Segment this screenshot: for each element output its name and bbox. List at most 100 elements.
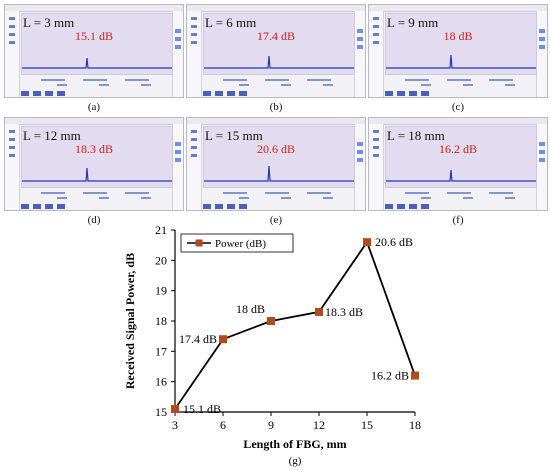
control-line: [265, 192, 289, 194]
toolbar-icon[interactable]: [175, 37, 181, 41]
data-point-marker: [363, 238, 371, 247]
panel-controls: [203, 77, 355, 96]
toolbar-icon[interactable]: [175, 29, 181, 33]
control-button[interactable]: [33, 204, 41, 209]
data-point-marker: [315, 307, 323, 316]
toolbar-icon[interactable]: [9, 138, 15, 141]
toolbar-icon[interactable]: [373, 17, 379, 20]
toolbar-icon[interactable]: [9, 154, 15, 157]
toolbar-icon[interactable]: [357, 142, 363, 146]
control-line: [307, 192, 331, 194]
control-button[interactable]: [409, 91, 417, 96]
panel-toolbar: [5, 5, 183, 12]
peak-power-label: 18.3 dB: [74, 142, 113, 156]
x-tick-label: 6: [220, 418, 226, 432]
toolbar-icon[interactable]: [9, 33, 15, 36]
fbg-length-label: L = 15 mm: [205, 128, 263, 143]
legend-box: [180, 233, 294, 253]
spectrum-trace: [22, 167, 172, 182]
toolbar-icon[interactable]: [9, 146, 15, 149]
toolbar-icon[interactable]: [539, 150, 545, 154]
panel-caption-f: (f): [452, 214, 464, 226]
panel-right-toolbar: [354, 124, 365, 210]
toolbar-icon[interactable]: [373, 25, 379, 28]
control-line: [489, 79, 513, 81]
data-label: 15.1 dB: [183, 402, 221, 416]
control-button[interactable]: [421, 204, 429, 209]
control-button[interactable]: [21, 91, 29, 96]
y-tick-label: 19: [155, 284, 167, 298]
panel-controls: [21, 77, 173, 96]
control-line: [125, 192, 149, 194]
control-button[interactable]: [239, 91, 247, 96]
spectrum-plot: [203, 126, 355, 188]
toolbar-icon[interactable]: [9, 17, 15, 20]
toolbar-icon[interactable]: [357, 45, 363, 49]
control-button[interactable]: [397, 204, 405, 209]
control-button[interactable]: [227, 204, 235, 209]
toolbar-icon[interactable]: [191, 130, 197, 133]
panel-left-toolbar: [187, 11, 202, 97]
spectrum-trace: [386, 54, 536, 69]
toolbar-icon[interactable]: [539, 158, 545, 162]
toolbar-icon[interactable]: [539, 37, 545, 41]
toolbar-icon[interactable]: [191, 33, 197, 36]
control-line: [223, 79, 247, 81]
toolbar-icon[interactable]: [191, 138, 197, 141]
toolbar-icon[interactable]: [357, 29, 363, 33]
control-line: [505, 84, 515, 86]
panel-caption-d: (d): [87, 214, 101, 226]
control-button[interactable]: [385, 204, 393, 209]
toolbar-icon[interactable]: [9, 25, 15, 28]
data-label: 16.2 dB: [371, 369, 409, 383]
toolbar-icon[interactable]: [373, 41, 379, 44]
toolbar-icon[interactable]: [191, 154, 197, 157]
toolbar-icon[interactable]: [539, 142, 545, 146]
control-button[interactable]: [45, 91, 53, 96]
toolbar-icon[interactable]: [191, 25, 197, 28]
control-button[interactable]: [33, 91, 41, 96]
panel-right-toolbar: [536, 124, 547, 210]
toolbar-icon[interactable]: [373, 130, 379, 133]
control-button[interactable]: [203, 91, 211, 96]
control-line: [239, 197, 249, 199]
fbg-length-label: L = 6 mm: [205, 15, 257, 30]
toolbar-icon[interactable]: [539, 29, 545, 33]
toolbar-icon[interactable]: [373, 146, 379, 149]
peak-power-label: 16.2 dB: [438, 142, 477, 156]
control-button[interactable]: [57, 91, 65, 96]
control-button[interactable]: [203, 204, 211, 209]
toolbar-icon[interactable]: [373, 138, 379, 141]
toolbar-icon[interactable]: [9, 130, 15, 133]
toolbar-icon[interactable]: [357, 150, 363, 154]
toolbar-icon[interactable]: [175, 158, 181, 162]
control-button[interactable]: [45, 204, 53, 209]
control-button[interactable]: [57, 204, 65, 209]
toolbar-icon[interactable]: [175, 150, 181, 154]
control-line: [307, 79, 331, 81]
control-button[interactable]: [385, 91, 393, 96]
toolbar-icon[interactable]: [191, 146, 197, 149]
control-button[interactable]: [421, 91, 429, 96]
control-button[interactable]: [215, 204, 223, 209]
control-button[interactable]: [21, 204, 29, 209]
toolbar-icon[interactable]: [175, 142, 181, 146]
toolbar-icon[interactable]: [9, 41, 15, 44]
control-button[interactable]: [397, 91, 405, 96]
toolbar-icon[interactable]: [357, 158, 363, 162]
toolbar-icon[interactable]: [191, 17, 197, 20]
spectrum-plot: [385, 13, 537, 75]
control-button[interactable]: [409, 204, 417, 209]
toolbar-icon[interactable]: [175, 45, 181, 49]
control-button[interactable]: [227, 91, 235, 96]
toolbar-icon[interactable]: [191, 41, 197, 44]
toolbar-icon[interactable]: [539, 45, 545, 49]
control-line: [83, 192, 107, 194]
control-button[interactable]: [215, 91, 223, 96]
toolbar-icon[interactable]: [357, 37, 363, 41]
panel-left-toolbar: [5, 11, 20, 97]
toolbar-icon[interactable]: [373, 33, 379, 36]
legend-label: Power (dB): [215, 238, 266, 250]
toolbar-icon[interactable]: [373, 154, 379, 157]
control-button[interactable]: [239, 204, 247, 209]
